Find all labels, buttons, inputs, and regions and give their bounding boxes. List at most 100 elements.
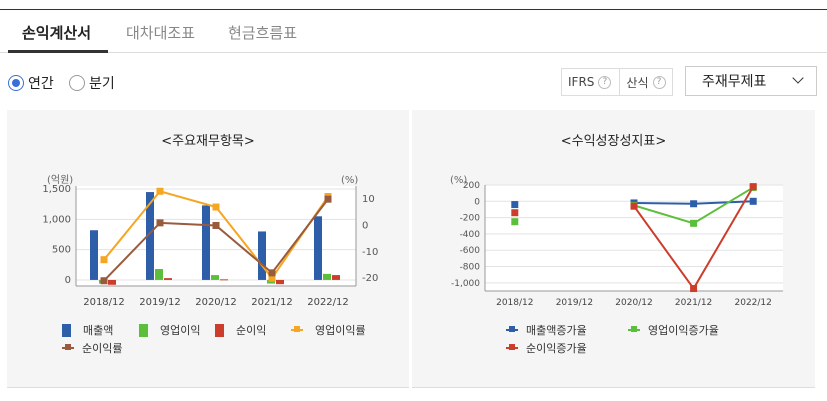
legend-swatch: [628, 326, 640, 332]
point-순이익률: [212, 221, 220, 229]
legend-label: 순이익률: [82, 342, 123, 355]
point-영업이익률: [156, 187, 164, 195]
y-tick-label: 1,000: [42, 214, 71, 225]
y-tick-label: -200: [460, 214, 481, 224]
legend-item-net-growth: 순이익증가율: [506, 340, 587, 356]
bar-순이익: [108, 279, 116, 285]
x-tick-label: 2018/12: [496, 298, 533, 308]
legend-label: 순이익증가율: [526, 342, 587, 355]
legend-item-net-margin: 순이익률: [62, 340, 122, 356]
y-tick-label: 0: [65, 275, 71, 286]
bar-매출액: [90, 230, 98, 280]
radio-checked-icon: [8, 75, 24, 91]
legend-item-net-income: 순이익: [215, 322, 266, 338]
financial-items-panel: <주요재무항목> (억원) (%) 0 500 1,000 1,500 10 0 -10 -2…: [7, 110, 409, 388]
legend-item-op-margin: 영업이익률: [291, 322, 366, 338]
x-tick-label: 2019/12: [139, 297, 181, 308]
legend-label: 순이익: [236, 324, 267, 337]
y2-tick-label: 0: [362, 220, 368, 231]
legend-swatch: [62, 323, 71, 337]
left-chart-title: <주요재무항목>: [161, 134, 255, 149]
bar-매출액: [202, 205, 210, 280]
chevron-down-icon: [792, 72, 804, 84]
radio-annual[interactable]: 연간: [8, 73, 54, 93]
ifrs-help-icon[interactable]: ?: [598, 75, 612, 89]
tab-balance-sheet[interactable]: 대차대조표: [126, 24, 196, 42]
x-tick-label: 2020/12: [195, 297, 237, 308]
y-tick-label: 0: [474, 197, 480, 207]
point-순이익증가율: [511, 209, 519, 217]
bar-순이익: [164, 278, 172, 280]
point-순이익증가율: [749, 183, 757, 191]
y2-tick-label: -10: [362, 247, 378, 258]
point-순이익증가율: [630, 202, 638, 210]
tab-cash-flow[interactable]: 현금흐름표: [228, 24, 298, 42]
y-tick-label: 1,500: [42, 184, 71, 195]
bar-영업이익: [155, 269, 163, 280]
left-unit-label: (억원): [47, 174, 73, 186]
bar-매출액: [146, 192, 154, 280]
right-chart-title: <수익성장성지표>: [560, 134, 667, 149]
radio-annual-label: 연간: [28, 76, 54, 92]
legend-swatch: [291, 326, 303, 332]
point-순이익률: [324, 195, 332, 203]
legend-item-sales: 매출액: [62, 322, 113, 338]
point-매출액증가율: [749, 197, 757, 205]
point-영업이익률: [100, 256, 108, 264]
point-순이익률: [268, 269, 276, 277]
right-unit-label: (%): [341, 175, 358, 186]
y2-tick-label: 10: [362, 194, 375, 205]
profitability-growth-panel: <수익성장성지표> (%) 200 0 -200 -400 -600 -800 -1,000…: [412, 110, 815, 388]
bar-영업이익: [323, 273, 331, 280]
point-영업이익증가율: [690, 219, 698, 227]
bar-순이익: [276, 279, 284, 285]
bar-매출액: [314, 216, 322, 280]
bar-영업이익: [211, 275, 219, 280]
legend-item-sales-growth: 매출액증가율: [506, 322, 587, 338]
bar-순이익: [332, 275, 340, 280]
top-border: [0, 9, 827, 10]
legend-label: 영업이익증가율: [648, 324, 719, 337]
active-tab-indicator: [8, 50, 108, 53]
point-순이익률: [100, 277, 108, 285]
statement-type-select[interactable]: 주재무제표: [685, 66, 817, 96]
x-tick-label: 2020/12: [615, 298, 652, 308]
x-tick-label: 2022/12: [735, 298, 772, 308]
legend-swatch: [506, 326, 518, 332]
legend-item-op-profit: 영업이익: [139, 322, 200, 338]
x-tick-label: 2021/12: [675, 298, 712, 308]
point-영업이익증가율: [511, 218, 519, 226]
point-영업이익률: [212, 203, 220, 211]
legend-label: 매출액증가율: [526, 324, 587, 337]
legend-swatch: [62, 344, 74, 350]
financial-items-chart: (억원) (%) 0 500 1,000 1,500 10 0 -10 -20 2018/12 2…: [42, 174, 378, 308]
radio-quarterly[interactable]: 분기: [69, 73, 115, 93]
legend-swatch: [139, 323, 148, 337]
bar-순이익: [220, 279, 228, 281]
calc-help-icon[interactable]: ?: [652, 75, 666, 89]
legend-label: 영업이익률: [315, 324, 366, 337]
y-tick-label: -600: [460, 246, 481, 256]
option-box: IFRS ? 산식 ?: [561, 68, 673, 96]
statement-tabs: 손익계산서 대차대조표 현금흐름표: [0, 10, 827, 53]
bar-영업이익: [267, 279, 275, 284]
point-매출액증가율: [690, 200, 698, 208]
point-영업이익률: [268, 274, 276, 282]
divider: [619, 69, 621, 95]
x-tick-label: 2018/12: [83, 297, 125, 308]
point-순이익증가율: [690, 285, 698, 293]
legend-item-op-growth: 영업이익증가율: [628, 322, 719, 338]
x-tick-label: 2022/12: [307, 297, 349, 308]
bar-매출액: [258, 231, 266, 280]
x-tick-label: 2021/12: [251, 297, 293, 308]
tab-income-statement[interactable]: 손익계산서: [22, 24, 92, 42]
legend-label: 매출액: [83, 324, 114, 337]
y-tick-label: 200: [463, 181, 480, 191]
y-tick-label: -400: [460, 230, 481, 240]
radio-quarterly-label: 분기: [89, 76, 115, 92]
y-tick-label: -1,000: [451, 279, 480, 289]
select-value: 주재무제표: [702, 74, 767, 90]
y-tick-label: -800: [460, 263, 481, 273]
point-순이익률: [156, 219, 164, 227]
legend-swatch: [506, 344, 518, 350]
